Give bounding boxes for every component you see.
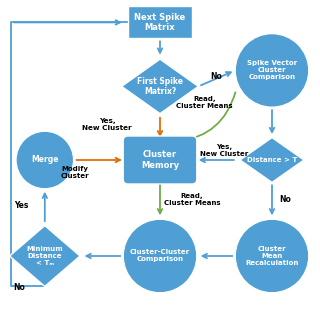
Text: Distance > T: Distance > T <box>247 157 297 163</box>
Text: Cluster
Mean
Recalculation: Cluster Mean Recalculation <box>245 246 299 266</box>
Text: Read,
Cluster Means: Read, Cluster Means <box>177 96 233 109</box>
Text: Cluster-Cluster
Comparison: Cluster-Cluster Comparison <box>130 250 190 262</box>
Circle shape <box>235 219 309 293</box>
Circle shape <box>123 219 197 293</box>
Text: No: No <box>210 72 222 81</box>
Polygon shape <box>240 138 304 182</box>
Text: Next Spike
Matrix: Next Spike Matrix <box>134 13 186 32</box>
Text: Modify
Cluster: Modify Cluster <box>61 166 90 179</box>
Text: Spike Vector
Cluster
Comparison: Spike Vector Cluster Comparison <box>247 60 297 80</box>
FancyBboxPatch shape <box>128 6 192 38</box>
Text: Yes: Yes <box>15 201 29 210</box>
Text: Cluster
Memory: Cluster Memory <box>141 150 179 170</box>
Polygon shape <box>10 226 80 286</box>
Text: Yes,
New Cluster: Yes, New Cluster <box>82 118 132 131</box>
Circle shape <box>16 131 74 189</box>
Polygon shape <box>122 59 198 114</box>
Text: First Spike
Matrix?: First Spike Matrix? <box>137 77 183 96</box>
Text: Yes,
New Cluster: Yes, New Cluster <box>200 144 248 157</box>
Circle shape <box>235 34 309 107</box>
Text: No: No <box>13 284 25 292</box>
Text: Read,
Cluster Means: Read, Cluster Means <box>164 193 220 205</box>
Text: Merge: Merge <box>31 156 59 164</box>
Text: No: No <box>279 196 291 204</box>
Text: Minimum
Distance
< Tₘ: Minimum Distance < Tₘ <box>27 246 63 266</box>
FancyBboxPatch shape <box>123 136 197 184</box>
